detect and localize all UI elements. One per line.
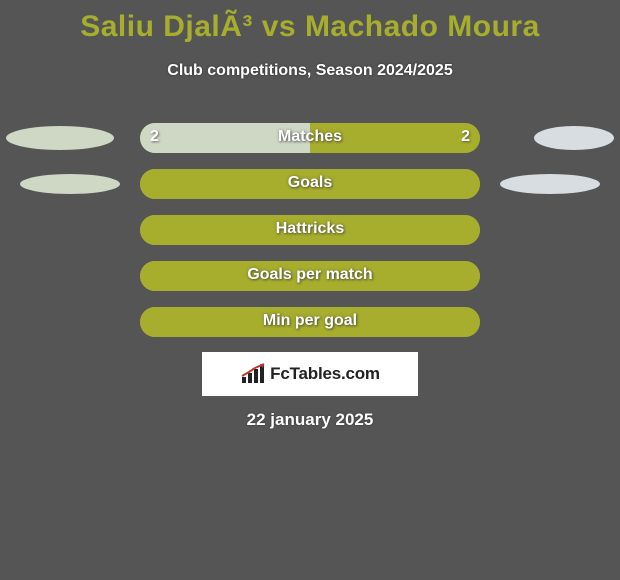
stat-row: Min per goal: [0, 304, 620, 350]
bar-track: [140, 215, 480, 245]
bar-fill-left: [140, 123, 310, 153]
comparison-infographic: Saliu DjalÃ³ vs Machado Moura Club compe…: [0, 0, 620, 580]
date: 22 january 2025: [0, 410, 620, 430]
logo-inner: FcTables.com: [240, 363, 380, 385]
stat-row: Goals per match: [0, 258, 620, 304]
bar-track: [140, 307, 480, 337]
bar-track: [140, 123, 480, 153]
page-title: Saliu DjalÃ³ vs Machado Moura: [0, 0, 620, 44]
player-left-ellipse: [6, 126, 114, 150]
bar-fill-left: [140, 169, 480, 199]
stat-row: Goals: [0, 166, 620, 212]
bars-icon: [240, 363, 268, 385]
player-left-ellipse: [20, 174, 120, 194]
bar-fill-right: [310, 123, 480, 153]
player-right-ellipse: [534, 126, 614, 150]
player-right-ellipse: [500, 174, 600, 194]
bar-fill-left: [140, 215, 480, 245]
stat-row: Hattricks: [0, 212, 620, 258]
bar-fill-left: [140, 261, 480, 291]
stat-row: Matches22: [0, 120, 620, 166]
subtitle: Club competitions, Season 2024/2025: [0, 62, 620, 80]
logo-text: FcTables.com: [270, 364, 380, 384]
bar-track: [140, 169, 480, 199]
bar-fill-left: [140, 307, 480, 337]
bar-track: [140, 261, 480, 291]
stats-rows: Matches22GoalsHattricksGoals per matchMi…: [0, 120, 620, 350]
logo-box: FcTables.com: [202, 352, 418, 396]
